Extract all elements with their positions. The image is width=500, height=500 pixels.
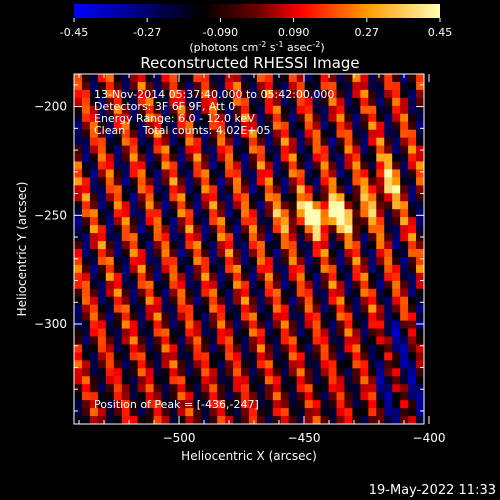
x-axis-label: Heliocentric X (arcsec) [181,449,317,463]
y-tick-label: −250 [34,208,67,222]
colorbar-tick-label: -0.45 [60,26,88,39]
plot-frame [73,73,425,425]
colorbar [74,4,440,18]
peak-position-label: Position of Peak = [-436,-247] [94,398,259,411]
x-tick-label: −500 [163,431,196,445]
colorbar-units: (photons cm-2 s-1 asec-2) [189,40,324,54]
colorbar-tick-label: -0.27 [133,26,161,39]
y-tick-label: −200 [34,100,67,114]
colorbar-tick-label: 0.27 [355,26,380,39]
heatmap-image [74,74,424,424]
colorbar-tick-label: 0.090 [278,26,310,39]
y-axis: −200 −250 −300 [34,84,424,412]
y-axis-label: Heliocentric Y (arcsec) [15,182,29,317]
colorbar-tick-labels: -0.45 -0.27 -0.090 0.090 0.27 0.45 [60,26,452,39]
x-axis: −500 −450 −400 [78,74,446,445]
info-line-1: 13-Nov-2014 05:37:40.000 to 05:42:00.000 [94,88,334,101]
x-tick-label: −450 [288,431,321,445]
x-tick-label: −400 [413,431,446,445]
chart-title: Reconstructed RHESSI Image [140,54,359,72]
colorbar-ticks [73,18,441,22]
footer-timestamp: 19-May-2022 11:33 [369,483,496,498]
colorbar-tick-label: 0.45 [428,26,453,39]
info-line-2: Detectors: 3F 6F 9F, Att 0 [94,100,235,113]
info-line-4: Clean Total counts: 4.02E+05 [94,124,271,137]
y-tick-label: −300 [34,317,67,331]
colorbar-tick-label: -0.090 [203,26,238,39]
info-line-3: Energy Range: 6.0 - 12.0 keV [94,112,255,125]
